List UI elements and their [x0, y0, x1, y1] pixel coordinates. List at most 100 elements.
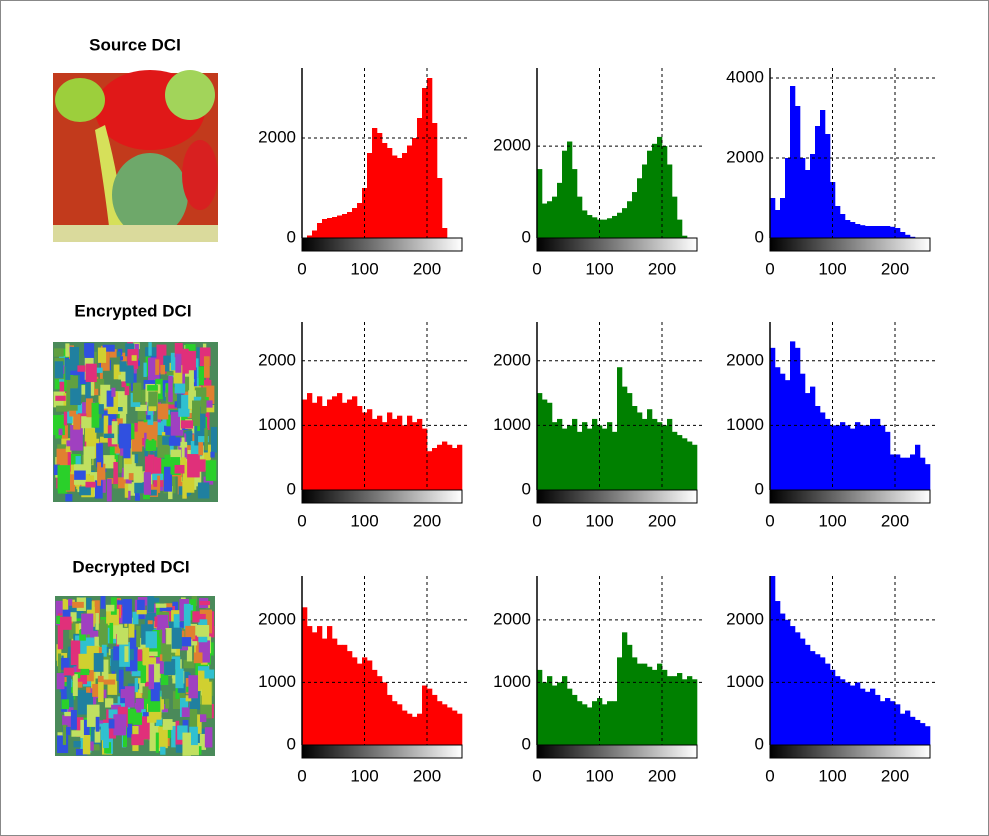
image-pixel: [122, 726, 128, 747]
x-tick-label: 0: [297, 259, 306, 278]
image-pixel: [145, 631, 157, 649]
bar: [895, 454, 901, 490]
bar: [795, 106, 801, 238]
image-pixel: [86, 687, 91, 693]
image-pixel: [148, 406, 157, 412]
bar: [790, 341, 796, 490]
bar: [662, 146, 668, 238]
y-tick-label: 2000: [258, 609, 296, 628]
image-pixel: [155, 603, 167, 608]
bar: [417, 118, 423, 238]
image-pixel: [118, 453, 123, 473]
image-pixel: [198, 366, 204, 386]
bar: [392, 418, 398, 490]
bar: [587, 215, 593, 238]
bar: [815, 126, 821, 238]
bar: [457, 444, 463, 490]
image-pixel: [142, 686, 151, 699]
bar: [332, 217, 338, 238]
bar: [557, 682, 563, 745]
bar: [397, 704, 403, 745]
y-tick-label: 2000: [493, 350, 531, 369]
image-pixel: [200, 693, 212, 718]
bar: [307, 235, 313, 238]
image-pixel: [131, 431, 143, 452]
bar: [422, 88, 428, 238]
bar: [542, 203, 548, 238]
bar: [562, 428, 568, 490]
image-pixel: [53, 348, 64, 357]
image-pixel: [198, 436, 209, 443]
image-pixel: [81, 613, 94, 635]
bar: [795, 347, 801, 490]
image-pixel: [187, 450, 194, 458]
image-pixel: [83, 458, 92, 475]
bar: [367, 660, 373, 745]
image-pixel: [147, 402, 154, 425]
bar: [372, 128, 378, 238]
image-pixel: [146, 421, 158, 448]
image-pixel: [96, 443, 103, 468]
bar: [652, 418, 658, 490]
bar: [337, 393, 343, 490]
bar: [387, 148, 393, 238]
bar: [422, 428, 428, 490]
bar: [552, 685, 558, 745]
image-pixel: [148, 391, 158, 410]
bar: [800, 638, 806, 745]
image-pixel: [166, 605, 175, 629]
image-pixel: [134, 454, 139, 464]
bar: [427, 78, 433, 238]
image-pixel: [137, 421, 148, 447]
bar: [647, 409, 653, 490]
bar: [770, 198, 776, 238]
bar: [667, 418, 673, 490]
bar: [820, 110, 826, 238]
image-pixel: [85, 363, 97, 383]
y-tick-label: 0: [755, 479, 764, 498]
image-pixel: [152, 630, 165, 652]
bar: [307, 393, 313, 490]
y-tick-label: 2000: [726, 147, 764, 166]
image-pixel: [71, 730, 81, 737]
bar: [377, 133, 383, 238]
bar: [850, 428, 856, 490]
bar: [387, 694, 393, 745]
x-tick-label: 100: [585, 511, 613, 530]
colorbar: [301, 489, 463, 504]
image-pixel: [149, 663, 160, 683]
bar: [677, 435, 683, 490]
image-pixel: [193, 613, 206, 623]
image-pixel: [162, 719, 173, 730]
bar: [815, 406, 821, 490]
colorbar: [769, 237, 931, 252]
bar: [427, 688, 433, 745]
image-pixel: [55, 600, 65, 626]
image-pixel: [122, 599, 132, 624]
colorbar: [769, 744, 931, 759]
image-pixel: [65, 447, 70, 453]
image-pixel: [119, 423, 132, 449]
image-pixel: [160, 364, 166, 375]
image-pixel: [55, 395, 66, 401]
image-pixel: [59, 616, 72, 630]
image-pixel: [192, 400, 201, 426]
image-pixel: [154, 616, 158, 628]
image-pixel: [176, 393, 182, 409]
bar: [322, 638, 328, 745]
bar: [860, 425, 866, 490]
image-pixel: [159, 605, 173, 612]
image-pixel: [204, 669, 215, 679]
bar: [402, 153, 408, 238]
image-pixel: [56, 644, 62, 661]
image-pixel: [181, 707, 192, 717]
image-pixel: [156, 602, 160, 626]
bar: [910, 716, 916, 745]
image-pixel: [137, 404, 147, 420]
bar: [377, 415, 383, 490]
image-pixel: [204, 428, 208, 451]
bar: [407, 415, 413, 490]
image-pixel: [183, 381, 189, 406]
x-tick-label: 0: [532, 511, 541, 530]
bar: [910, 236, 916, 238]
